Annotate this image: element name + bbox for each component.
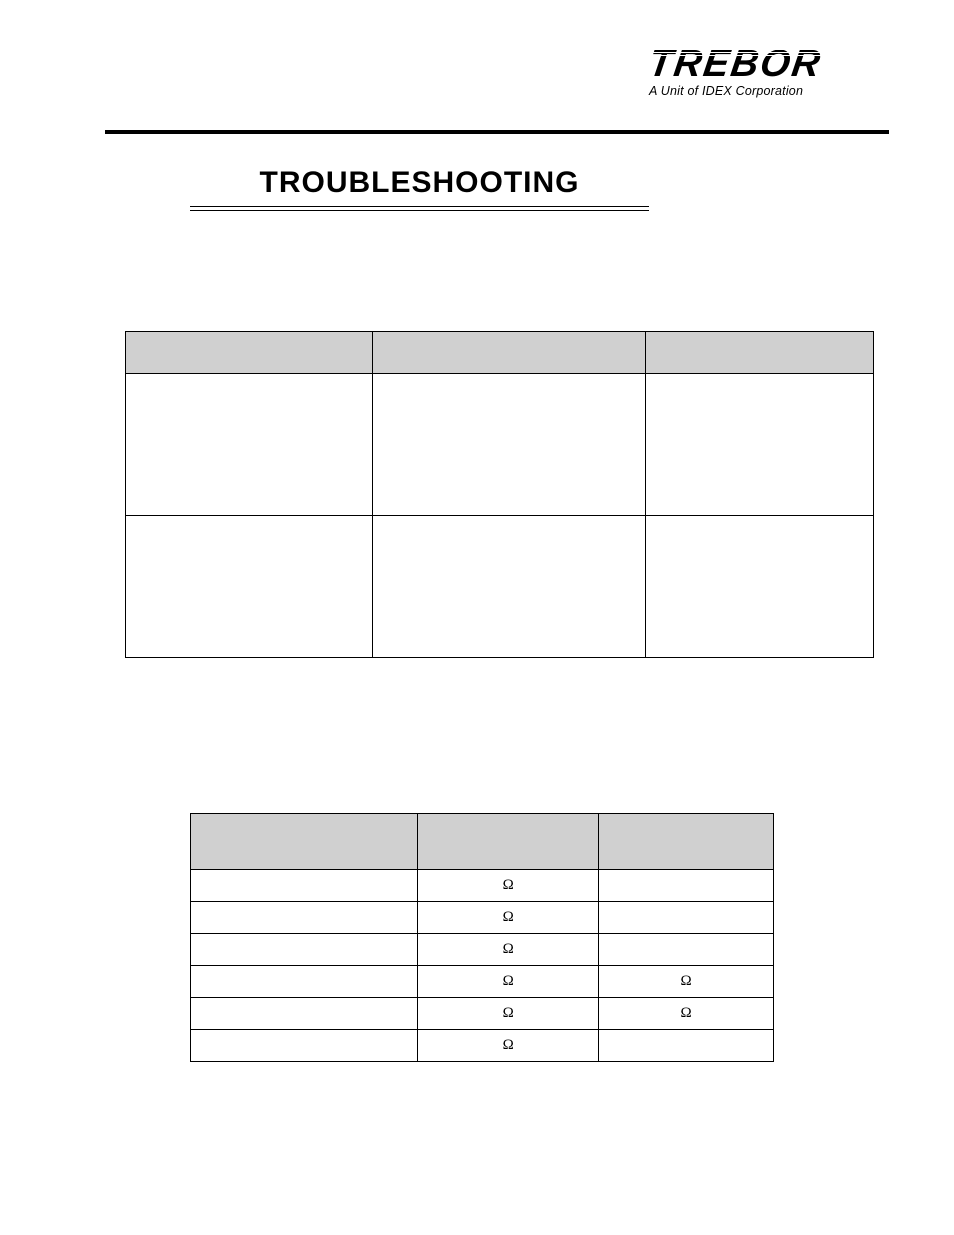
table-cell [372, 516, 645, 658]
col-header [191, 814, 418, 870]
table-cell: Ω [418, 998, 599, 1030]
table-row: Ω [191, 934, 774, 966]
table-cell [191, 934, 418, 966]
table-cell [599, 902, 774, 934]
table-cell [599, 934, 774, 966]
col-header [418, 814, 599, 870]
table-cell: Ω [418, 966, 599, 998]
resistance-table-wrap: Ω Ω Ω Ω Ω Ω Ω [190, 813, 774, 1062]
table-cell [645, 516, 873, 658]
table-cell [126, 516, 373, 658]
header-rule [105, 130, 889, 134]
table-row: Ω [191, 902, 774, 934]
table-row [126, 374, 874, 516]
page-header: TREBOR A Unit of IDEX Corporation [105, 60, 889, 130]
brand-logo: TREBOR A Unit of IDEX Corporation [649, 45, 889, 98]
table-cell [372, 374, 645, 516]
table-cell [191, 966, 418, 998]
table-row: Ω [191, 1030, 774, 1062]
table-cell [599, 1030, 774, 1062]
table-cell [191, 998, 418, 1030]
table-cell: Ω [418, 1030, 599, 1062]
logo-wordmark: TREBOR [646, 45, 824, 83]
page-title: TROUBLESHOOTING [190, 166, 649, 204]
logo-subline: A Unit of IDEX Corporation [649, 84, 889, 98]
table-row [191, 814, 774, 870]
chapter-heading: TROUBLESHOOTING [190, 166, 649, 211]
table-cell [191, 902, 418, 934]
col-header [126, 332, 373, 374]
table-cell [191, 1030, 418, 1062]
table-row: Ω Ω [191, 966, 774, 998]
table-cell [599, 870, 774, 902]
table-row [126, 516, 874, 658]
col-header [599, 814, 774, 870]
table-cell: Ω [599, 966, 774, 998]
table-cell: Ω [418, 934, 599, 966]
table-cell [126, 374, 373, 516]
title-underline [190, 206, 649, 211]
table-row: Ω Ω [191, 998, 774, 1030]
troubleshooting-table-wrap [125, 331, 874, 658]
troubleshooting-table [125, 331, 874, 658]
table-cell [191, 870, 418, 902]
table-cell: Ω [418, 902, 599, 934]
col-header [372, 332, 645, 374]
table-cell: Ω [599, 998, 774, 1030]
table-row: Ω [191, 870, 774, 902]
resistance-table: Ω Ω Ω Ω Ω Ω Ω [190, 813, 774, 1062]
table-row [126, 332, 874, 374]
table-cell [645, 374, 873, 516]
table-cell: Ω [418, 870, 599, 902]
col-header [645, 332, 873, 374]
